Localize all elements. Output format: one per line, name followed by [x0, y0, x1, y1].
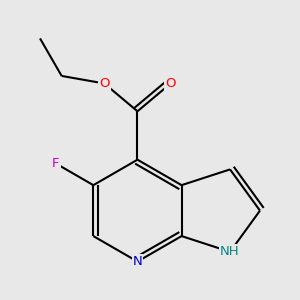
- Text: NH: NH: [220, 245, 240, 258]
- Text: O: O: [99, 77, 110, 90]
- Text: O: O: [165, 77, 176, 90]
- Text: N: N: [133, 255, 142, 268]
- Text: F: F: [52, 157, 60, 170]
